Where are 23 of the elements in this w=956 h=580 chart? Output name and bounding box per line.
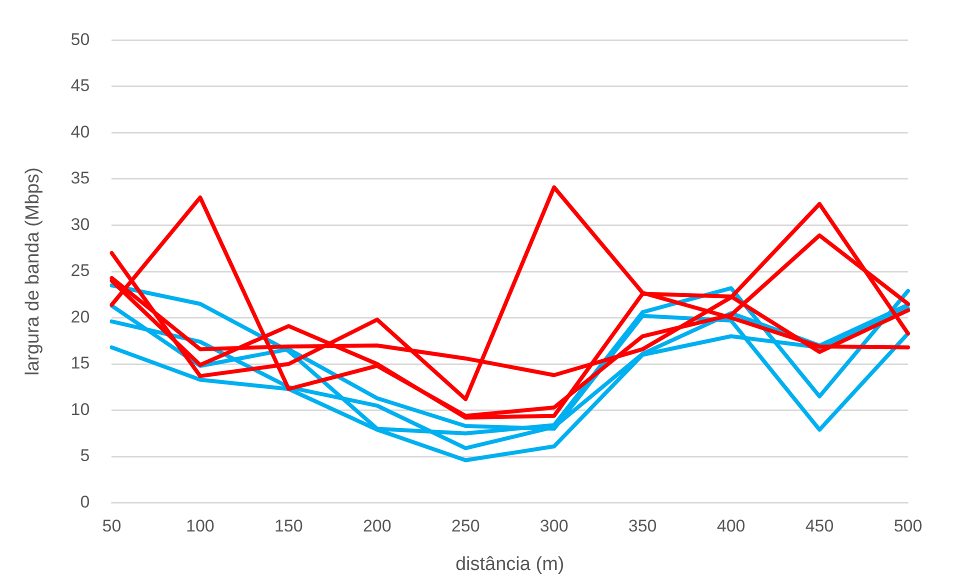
y-tick-label: 25 [70,261,90,280]
x-tick-label: 450 [805,516,834,536]
x-tick-label: 400 [716,516,746,536]
x-tick-label: 350 [628,516,657,536]
y-tick-label: 45 [70,76,90,96]
y-tick-label: 30 [70,214,90,234]
y-tick-label: 5 [80,446,90,466]
y-tick-label: 35 [70,168,90,188]
x-tick-label: 250 [451,516,480,536]
x-tick-label: 100 [186,516,214,536]
y-tick-label: 15 [70,354,90,373]
y-tick-label: 50 [70,30,90,49]
y-tick-label: 20 [70,307,90,326]
y-tick-label: 40 [70,122,90,142]
y-tick-label: 0 [80,492,90,512]
y-axis-title: largura de banda (Mbps) [22,167,44,376]
x-tick-label: 200 [362,516,392,536]
x-tick-label: 150 [274,516,303,536]
x-axis-title: distância (m) [455,554,564,575]
y-tick-label: 10 [70,400,90,419]
x-tick-label: 500 [894,516,922,536]
x-tick-label: 50 [102,516,122,536]
x-tick-label: 300 [540,516,568,536]
